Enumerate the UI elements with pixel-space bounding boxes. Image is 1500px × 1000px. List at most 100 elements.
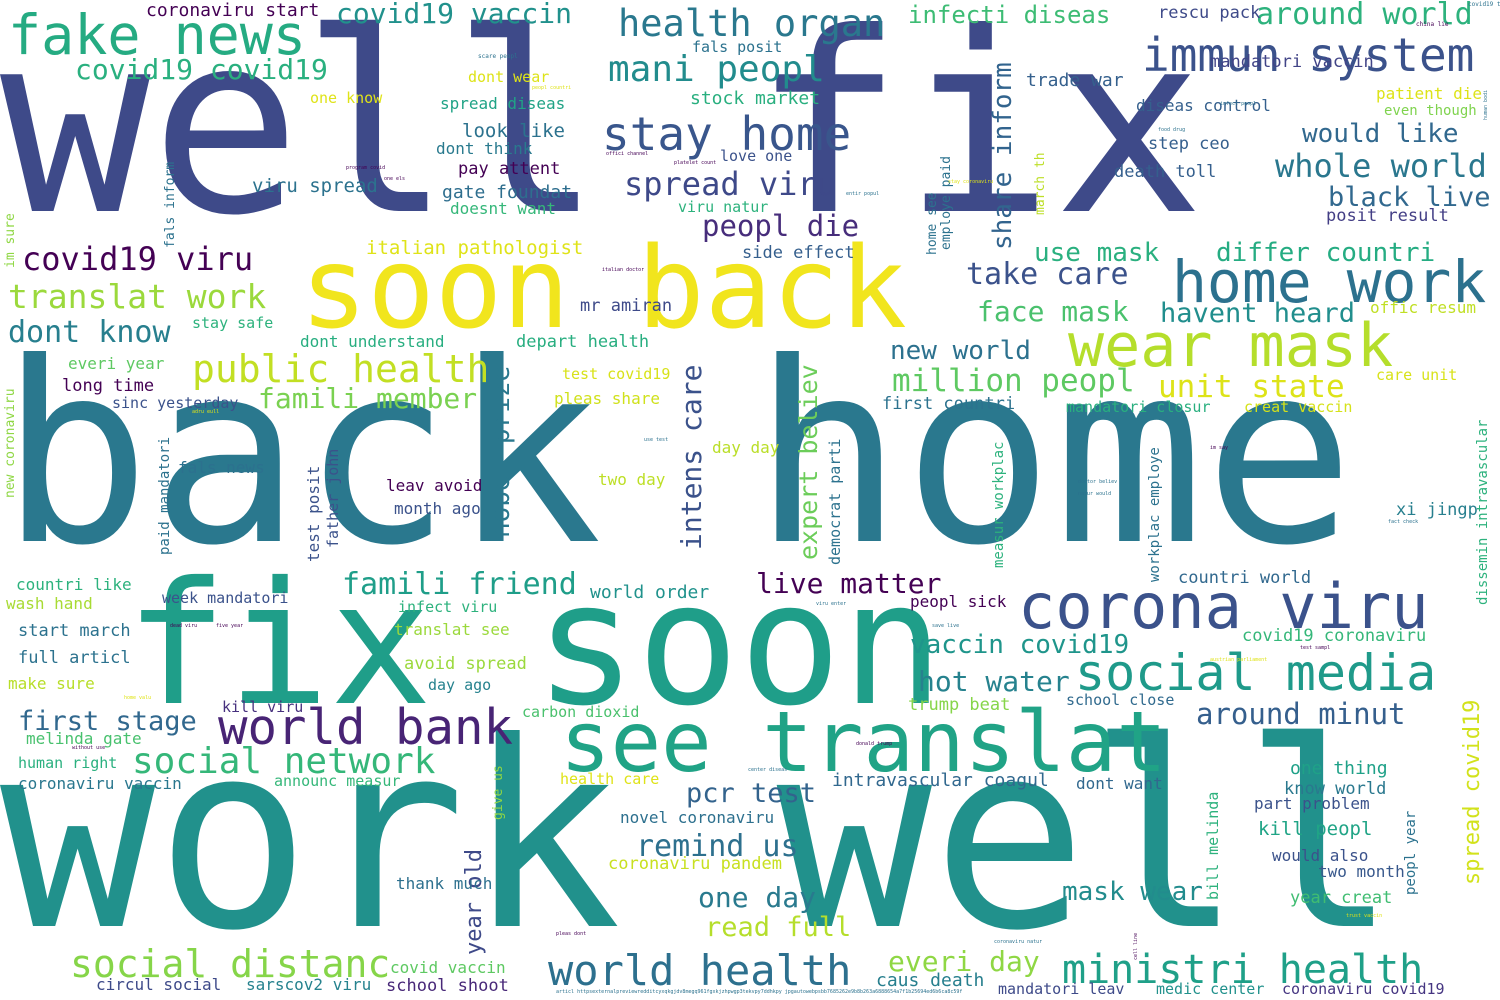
word: workplac employe (1147, 447, 1163, 582)
word: caus death (876, 970, 985, 991)
word: coronaviru pandem (608, 854, 782, 874)
word: spread diseas (440, 94, 566, 113)
word: first countri (882, 394, 1016, 414)
word: march th (1033, 152, 1048, 215)
word: world health (548, 946, 852, 995)
word: well fix (0, 0, 1205, 270)
word: fix soon (125, 546, 944, 744)
word: around world (1256, 0, 1473, 32)
word: whole world (1275, 147, 1487, 185)
word: differ countri (1216, 238, 1436, 268)
word: trust vaccin (1346, 913, 1383, 919)
word: xi jingp (1396, 500, 1478, 520)
word: rescu pack (1158, 3, 1261, 23)
word: take care (966, 257, 1129, 292)
word: read full (705, 912, 852, 943)
word: creat vaccin (1244, 398, 1353, 416)
word: paid mandatori (157, 436, 173, 555)
word: know world (1284, 779, 1387, 799)
word: day day (712, 438, 780, 457)
word: immun system (1142, 28, 1475, 82)
word: viru spread (252, 175, 378, 197)
word: trade war (1026, 70, 1124, 91)
word: one thing (1290, 758, 1388, 779)
word: even though (1384, 103, 1477, 119)
word: covid19 test (1468, 1, 1500, 8)
word: measur workplac (991, 441, 1007, 568)
word: mani peopl (608, 49, 825, 90)
word: everi day (888, 945, 1040, 978)
word: melinda gate (26, 729, 142, 748)
word: test posit (304, 465, 323, 562)
word: dissemin intravascular (1475, 419, 1491, 605)
word: doesnt want (450, 199, 556, 218)
word: covid19 viru (22, 240, 254, 278)
word: year old (462, 849, 487, 955)
word: austrian parliament (1210, 657, 1268, 663)
word: bill melinda (1204, 791, 1222, 900)
word: one know (310, 89, 383, 107)
word: million peopl (892, 363, 1135, 399)
word: new world (890, 336, 1031, 366)
word: use test (644, 437, 669, 443)
word: expert believ (794, 364, 823, 560)
word: pay attent (458, 159, 561, 179)
word: test sampl (1300, 645, 1331, 651)
word: diseas control (1136, 96, 1271, 115)
word: carbon dioxid (522, 703, 640, 721)
word: dont understand (300, 332, 445, 351)
word: doctor believ (1078, 479, 1118, 485)
word: thank much (396, 874, 493, 893)
word: peopl die (702, 209, 860, 243)
word: gate foundat (442, 182, 573, 203)
word: test covid19 (562, 365, 671, 383)
word: long time (62, 376, 155, 396)
word: sinc yesterday (112, 394, 239, 412)
word: spread viru (624, 165, 836, 203)
word: mandatori closur (1066, 398, 1211, 416)
word: infecti diseas (908, 1, 1111, 29)
word: covid19 coronaviru (1242, 626, 1427, 646)
word: fact check (1388, 519, 1419, 525)
word: stay home (602, 107, 852, 161)
word: start march (18, 621, 131, 641)
word: part problem (1254, 794, 1370, 813)
word: month ago (394, 499, 481, 518)
word: share inform (988, 62, 1018, 250)
word: everi year (68, 354, 165, 373)
word: program covid (346, 165, 386, 171)
word: dont know (8, 315, 171, 350)
word: posit result (1326, 206, 1449, 226)
word: center diseas (748, 767, 788, 773)
word: famili member (258, 382, 478, 415)
word: step ceo (1148, 134, 1230, 154)
word: make sure (8, 674, 95, 693)
word: dont think (436, 139, 533, 158)
word: mr amiran (580, 296, 673, 316)
word: fals inform (163, 161, 178, 248)
word: coronaviru start (146, 0, 320, 21)
word: would like (1302, 119, 1459, 149)
word: work well (0, 687, 1398, 987)
word: home valu (124, 695, 152, 701)
word: sarscov2 viru (246, 975, 372, 994)
word: employe paid (939, 156, 954, 250)
word: stay safe (192, 314, 274, 332)
word: social media (1075, 644, 1437, 702)
word: black live (1328, 182, 1491, 213)
word: dont wear (468, 68, 550, 86)
word: entir popul (846, 191, 880, 197)
word: viru enter (816, 601, 847, 607)
word: offici channel (606, 151, 649, 157)
word: father john (324, 448, 342, 548)
word: covid vaccin (390, 958, 506, 977)
word: depart health (516, 332, 650, 352)
word: new coronaviru (3, 388, 18, 498)
word: platelet count (674, 160, 717, 166)
word: havent heard (1160, 298, 1356, 329)
word: home work (1172, 248, 1487, 316)
word: face mask (977, 295, 1129, 328)
word: corona viru (1018, 570, 1429, 643)
word: patient die (1376, 84, 1482, 103)
